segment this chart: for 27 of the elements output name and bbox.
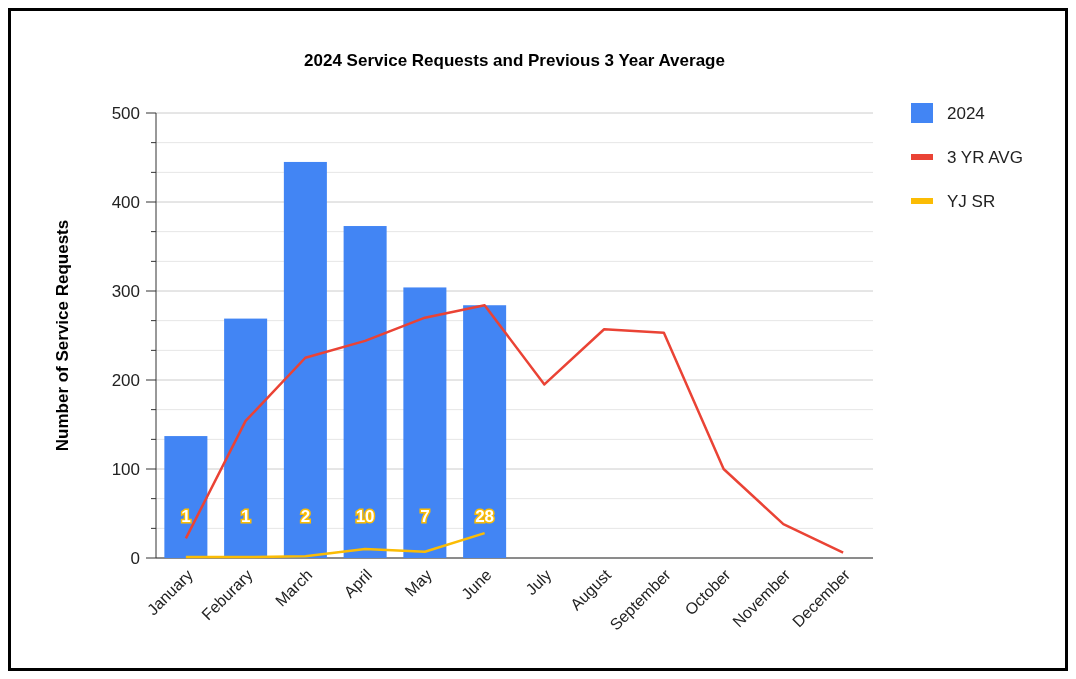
bar <box>224 318 268 558</box>
y-axis-title: Number of Service Requests <box>53 219 72 452</box>
y-tick-label: 300 <box>111 281 140 301</box>
data-label: 1 <box>181 507 191 526</box>
data-label: 10 <box>355 507 375 526</box>
x-tick-label: July <box>522 566 555 599</box>
data-label: 1 <box>240 507 251 526</box>
x-tick-label: May <box>401 566 435 600</box>
line-series <box>184 303 845 554</box>
y-tick-label: 0 <box>130 548 140 568</box>
line-series <box>184 531 486 559</box>
bar <box>463 305 507 558</box>
bar <box>403 287 447 558</box>
data-label: 2 <box>300 507 311 526</box>
legend-label: 2024 <box>947 103 985 123</box>
legend-label: 3 YR AVG <box>947 147 1023 167</box>
bar <box>283 161 327 558</box>
bar <box>343 226 387 558</box>
y-tick-label: 100 <box>111 459 140 479</box>
chart-title: 2024 Service Requests and Previous 3 Year Average <box>304 51 725 70</box>
data-label: 7 <box>420 507 430 526</box>
y-tick-label: 400 <box>111 192 140 212</box>
data-label: 28 <box>475 507 495 526</box>
bar <box>164 436 208 558</box>
y-tick-label: 200 <box>111 370 140 390</box>
legend-label: YJ SR <box>947 191 996 211</box>
y-tick-label: 500 <box>111 103 140 123</box>
